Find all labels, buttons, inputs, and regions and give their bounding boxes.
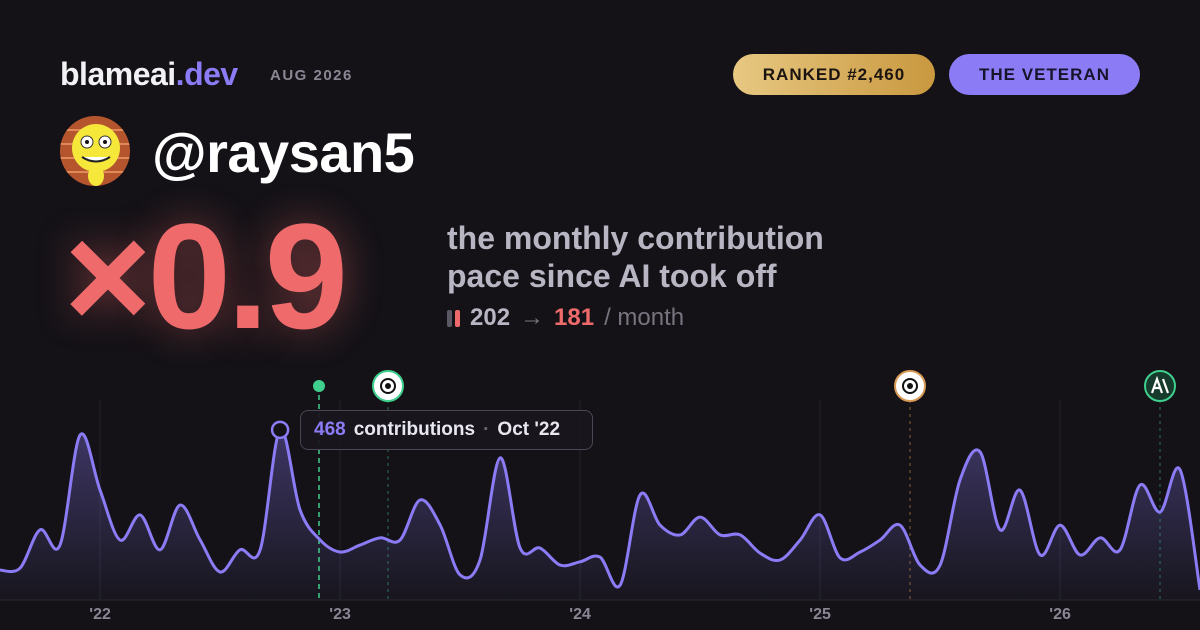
highlight-point <box>270 420 290 440</box>
multiplier: ×0.9 <box>64 192 348 360</box>
line <box>0 428 1200 591</box>
arrow: → <box>520 304 545 331</box>
unit: / month <box>604 304 685 331</box>
brand: blameai.dev <box>60 56 238 93</box>
description: pace since AI took off <box>447 258 777 294</box>
event-dot <box>313 380 325 392</box>
x-tick-label: '23 <box>329 606 351 623</box>
event-icon <box>1144 370 1176 402</box>
x-tick-label: '25 <box>809 606 831 623</box>
description: the monthly contribution <box>447 220 824 256</box>
tooltip-value: 468 <box>314 419 346 440</box>
stats-icon <box>447 309 460 327</box>
brand-tld: .dev <box>175 56 239 92</box>
date: AUG 2026 <box>270 67 353 84</box>
tooltip-date: Oct '22 <box>497 419 561 440</box>
avatar <box>60 116 130 186</box>
x-tick-label: '24 <box>569 606 591 623</box>
rank-badge: RANKED #2,460 <box>733 54 935 95</box>
before-value: 202 <box>470 304 511 331</box>
stats: 202 → 181 / month <box>447 304 684 332</box>
after-value: 181 <box>554 304 595 331</box>
event-icon <box>894 370 926 402</box>
x-tick-label: '22 <box>89 606 111 623</box>
tooltip-unit: contributions <box>353 419 476 440</box>
handle: @raysan5 <box>152 121 415 184</box>
x-tick-label: '26 <box>1049 606 1071 623</box>
tier-badge: THE VETERAN <box>949 54 1140 95</box>
event-icon <box>372 370 404 402</box>
tooltip: 468 contributions · Oct '22 <box>300 410 593 450</box>
area <box>0 429 1200 600</box>
brand-name: blameai <box>60 56 176 92</box>
